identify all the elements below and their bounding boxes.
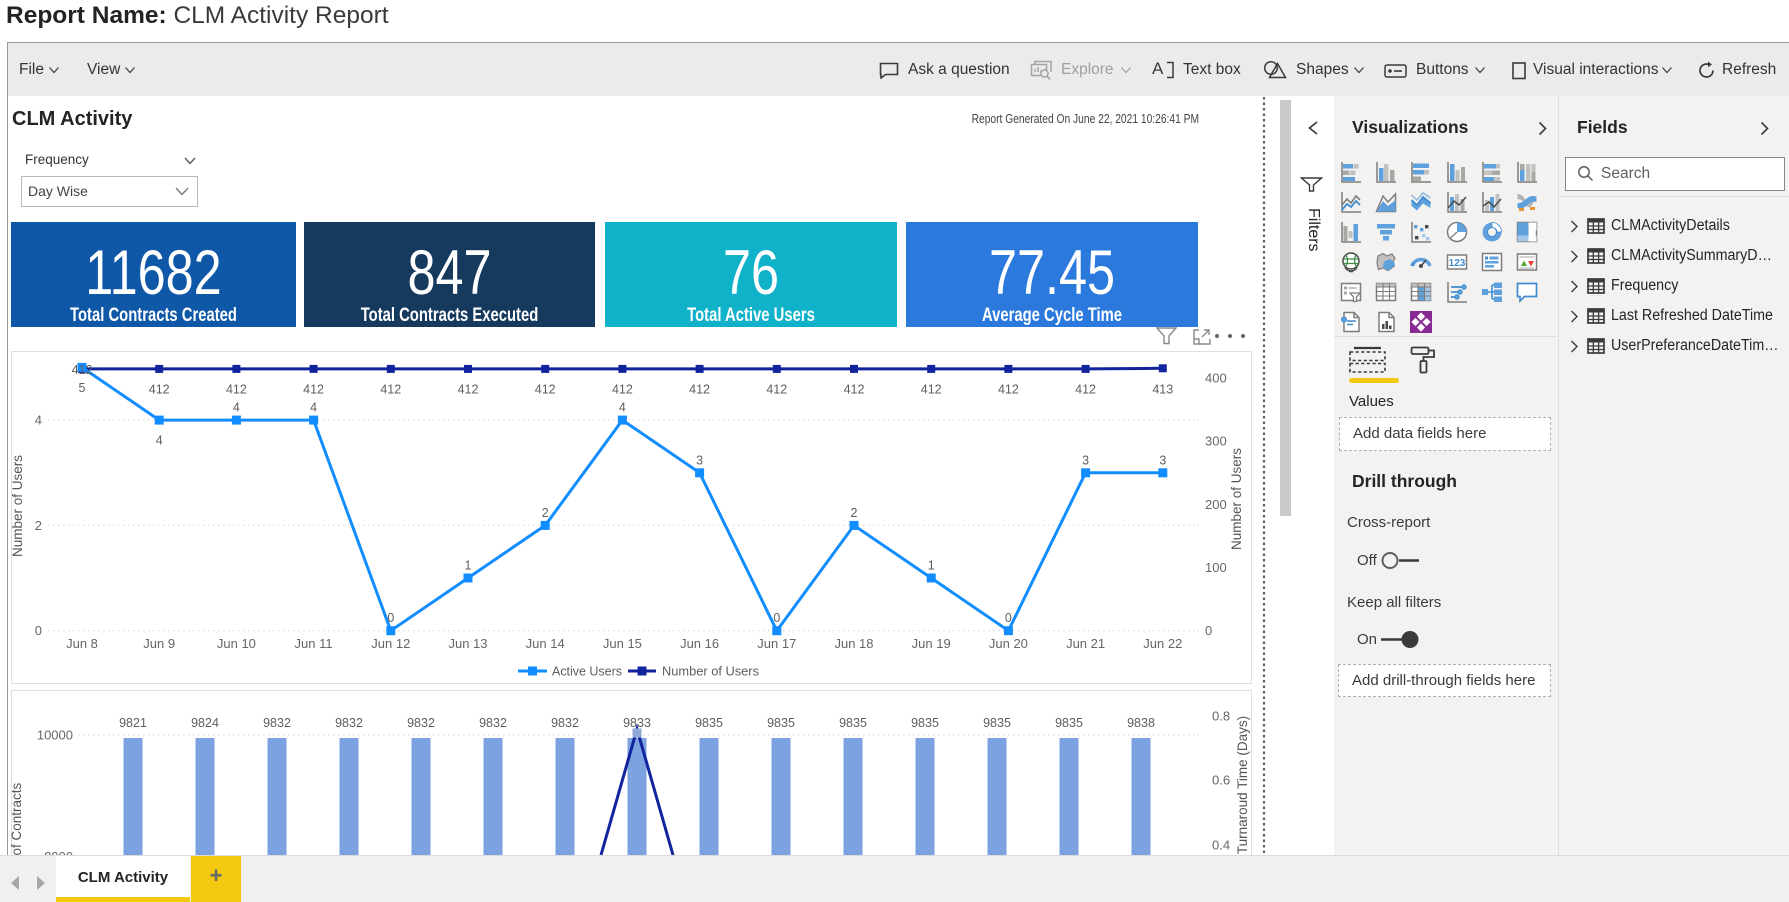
svg-text:Jun 17: Jun 17 — [757, 636, 796, 651]
svg-text:4: 4 — [310, 401, 317, 415]
svg-text:412: 412 — [998, 383, 1019, 397]
svg-text:412: 412 — [921, 383, 942, 397]
svg-text:0: 0 — [773, 611, 780, 625]
svg-text:9832: 9832 — [479, 716, 507, 730]
svg-text:412: 412 — [689, 383, 710, 397]
svg-text:123: 123 — [1449, 258, 1466, 269]
svg-text:412: 412 — [380, 383, 401, 397]
svg-text:Turnaroud Time (Days): Turnaroud Time (Days) — [1235, 716, 1250, 854]
svg-text:Jun 9: Jun 9 — [143, 636, 175, 651]
svg-text:9835: 9835 — [911, 716, 939, 730]
svg-text:10000: 10000 — [37, 728, 73, 743]
svg-text:0: 0 — [387, 611, 394, 625]
svg-text:0.6: 0.6 — [1212, 773, 1230, 788]
svg-text:4: 4 — [35, 412, 42, 427]
svg-text:2: 2 — [851, 506, 858, 520]
svg-text:0: 0 — [35, 623, 42, 638]
svg-text:9835: 9835 — [983, 716, 1011, 730]
svg-text:9835: 9835 — [839, 716, 867, 730]
svg-text:9838: 9838 — [1127, 716, 1155, 730]
svg-text:9832: 9832 — [551, 716, 579, 730]
svg-text:3: 3 — [1159, 453, 1166, 467]
svg-text:100: 100 — [1205, 560, 1227, 575]
svg-text:Active Users: Active Users — [552, 664, 622, 679]
svg-text:3: 3 — [1082, 453, 1089, 467]
svg-text:9832: 9832 — [263, 716, 291, 730]
svg-text:Number of Users: Number of Users — [1229, 448, 1244, 550]
svg-text:412: 412 — [458, 383, 479, 397]
svg-text:Jun 22: Jun 22 — [1143, 636, 1182, 651]
svg-text:Number of Users: Number of Users — [11, 455, 25, 557]
svg-text:Jun 13: Jun 13 — [448, 636, 487, 651]
svg-text:412: 412 — [844, 383, 865, 397]
svg-text:0: 0 — [1205, 623, 1212, 638]
svg-text:4: 4 — [619, 401, 626, 415]
svg-text:4: 4 — [156, 434, 163, 448]
svg-text:200: 200 — [1205, 497, 1227, 512]
svg-text:300: 300 — [1205, 434, 1227, 449]
svg-text:Jun 18: Jun 18 — [834, 636, 873, 651]
svg-text:412: 412 — [226, 383, 247, 397]
svg-text:Jun 16: Jun 16 — [680, 636, 719, 651]
svg-text:1: 1 — [465, 559, 472, 573]
svg-text:5: 5 — [79, 381, 86, 395]
svg-text:412: 412 — [766, 383, 787, 397]
svg-text:412: 412 — [149, 383, 170, 397]
svg-text:9821: 9821 — [119, 716, 147, 730]
svg-text:Jun 12: Jun 12 — [371, 636, 410, 651]
svg-text:9833: 9833 — [623, 716, 651, 730]
svg-text:Number of Users: Number of Users — [662, 664, 759, 679]
svg-text:1: 1 — [928, 559, 935, 573]
svg-text:412: 412 — [535, 383, 556, 397]
svg-text:0.8: 0.8 — [1212, 709, 1230, 724]
svg-text:9832: 9832 — [407, 716, 435, 730]
svg-text:412: 412 — [303, 383, 324, 397]
svg-text:Jun 8: Jun 8 — [66, 636, 98, 651]
svg-text:9835: 9835 — [767, 716, 795, 730]
svg-text:413: 413 — [1152, 383, 1173, 397]
svg-text:9835: 9835 — [695, 716, 723, 730]
svg-text:Jun 14: Jun 14 — [526, 636, 565, 651]
svg-text:Jun 19: Jun 19 — [912, 636, 951, 651]
svg-text:Jun 15: Jun 15 — [603, 636, 642, 651]
svg-text:0.4: 0.4 — [1212, 838, 1230, 853]
svg-text:400: 400 — [1205, 370, 1227, 385]
svg-text:2: 2 — [542, 506, 549, 520]
svg-text:Jun 10: Jun 10 — [217, 636, 256, 651]
svg-text:Jun 21: Jun 21 — [1066, 636, 1105, 651]
svg-text:4: 4 — [233, 401, 240, 415]
svg-text:3: 3 — [696, 453, 703, 467]
svg-text:412: 412 — [612, 383, 633, 397]
svg-text:9835: 9835 — [1055, 716, 1083, 730]
svg-text:412: 412 — [1075, 383, 1096, 397]
svg-text:Jun 11: Jun 11 — [295, 636, 333, 651]
svg-text:9832: 9832 — [335, 716, 363, 730]
svg-text:0: 0 — [1005, 611, 1012, 625]
svg-text:412: 412 — [72, 363, 93, 377]
svg-text:Jun 20: Jun 20 — [989, 636, 1028, 651]
svg-text:9824: 9824 — [191, 716, 219, 730]
svg-text:2: 2 — [35, 518, 42, 533]
